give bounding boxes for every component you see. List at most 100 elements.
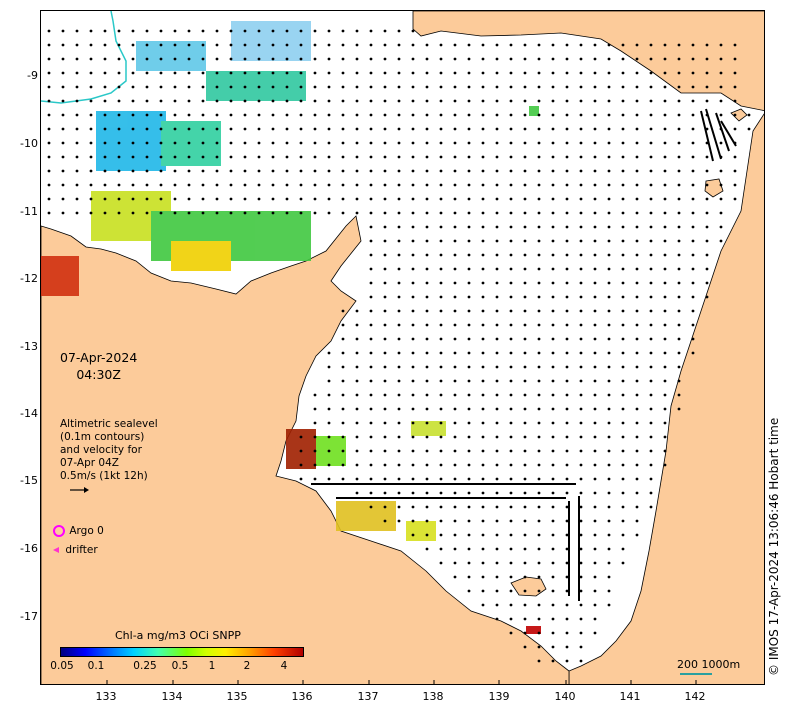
velocity-vector (495, 435, 499, 439)
velocity-vector (355, 197, 359, 201)
velocity-vector (439, 141, 443, 145)
velocity-vector (383, 253, 387, 257)
velocity-vector (621, 211, 625, 215)
velocity-vector (551, 505, 555, 509)
velocity-vector (467, 561, 471, 565)
velocity-vector (369, 295, 373, 299)
velocity-vector (355, 323, 359, 327)
velocity-vector (565, 645, 569, 649)
velocity-vector (607, 113, 611, 117)
velocity-vector (173, 197, 177, 201)
velocity-vector (537, 575, 541, 579)
velocity-vector (411, 435, 415, 439)
velocity-vector (131, 57, 135, 61)
velocity-vector (397, 491, 401, 495)
velocity-vector (705, 183, 709, 187)
velocity-vector (649, 225, 653, 229)
velocity-vector (187, 183, 191, 187)
velocity-vector (523, 631, 527, 635)
velocity-vector (145, 141, 149, 145)
velocity-vector (523, 393, 527, 397)
velocity-vector (495, 57, 499, 61)
velocity-vector (733, 127, 737, 131)
velocity-vector (145, 43, 149, 47)
velocity-vector (523, 477, 527, 481)
velocity-vector (467, 225, 471, 229)
velocity-vector (565, 197, 569, 201)
velocity-vector (649, 253, 653, 257)
velocity-vector (453, 113, 457, 117)
velocity-vector (649, 435, 653, 439)
velocity-vector (705, 99, 709, 103)
velocity-vector (593, 57, 597, 61)
lon-tick-label: 138 (422, 690, 444, 703)
velocity-vector (523, 71, 527, 75)
velocity-vector (495, 561, 499, 565)
velocity-vector (257, 127, 261, 131)
velocity-vector (677, 393, 681, 397)
velocity-vector (481, 281, 485, 285)
velocity-vector (215, 85, 219, 89)
velocity-vector (705, 197, 709, 201)
velocity-vector (159, 85, 163, 89)
velocity-vector (467, 421, 471, 425)
velocity-vector (705, 225, 709, 229)
velocity-vector (523, 295, 527, 299)
velocity-vector (453, 351, 457, 355)
velocity-vector (145, 169, 149, 173)
velocity-vector (467, 533, 471, 537)
velocity-vector (523, 351, 527, 355)
velocity-vector (593, 393, 597, 397)
velocity-vector (467, 239, 471, 243)
velocity-vector (495, 365, 499, 369)
velocity-vector (327, 71, 331, 75)
velocity-vector (369, 505, 373, 509)
velocity-vector (635, 393, 639, 397)
chl-patch (231, 21, 311, 61)
velocity-vector (635, 85, 639, 89)
map-frame[interactable] (40, 10, 765, 685)
velocity-vector (61, 127, 65, 131)
velocity-vector (621, 253, 625, 257)
velocity-vector (369, 421, 373, 425)
velocity-scale-arrow-icon (70, 487, 89, 493)
map-canvas[interactable] (41, 11, 765, 685)
velocity-vector (621, 477, 625, 481)
velocity-vector (565, 519, 569, 523)
velocity-vector (425, 519, 429, 523)
velocity-vector (565, 421, 569, 425)
velocity-vector (271, 99, 275, 103)
velocity-vector (159, 71, 163, 75)
velocity-vector (551, 183, 555, 187)
velocity-vector (341, 449, 345, 453)
isobath-scale-bar (680, 673, 712, 675)
velocity-vector (565, 225, 569, 229)
velocity-vector (355, 85, 359, 89)
chl-patch (529, 106, 539, 116)
lon-tick-label: 142 (684, 690, 706, 703)
velocity-vector (89, 183, 93, 187)
velocity-vector (285, 43, 289, 47)
velocity-vector (159, 197, 163, 201)
velocity-vector (257, 183, 261, 187)
velocity-vector (649, 421, 653, 425)
velocity-vector (201, 141, 205, 145)
velocity-vector (551, 463, 555, 467)
velocity-vector (607, 463, 611, 467)
velocity-vector (593, 561, 597, 565)
velocity-vector (173, 141, 177, 145)
lon-tick-label: 139 (488, 690, 510, 703)
velocity-vector (411, 365, 415, 369)
velocity-vector (75, 183, 79, 187)
velocity-vector (89, 169, 93, 173)
velocity-vector (369, 379, 373, 383)
velocity-vector (537, 477, 541, 481)
velocity-vector (579, 309, 583, 313)
velocity-vector (635, 127, 639, 131)
velocity-vector (635, 71, 639, 75)
velocity-vector (537, 463, 541, 467)
velocity-vector (565, 239, 569, 243)
velocity-vector (341, 463, 345, 467)
velocity-vector (537, 617, 541, 621)
velocity-vector (733, 71, 737, 75)
